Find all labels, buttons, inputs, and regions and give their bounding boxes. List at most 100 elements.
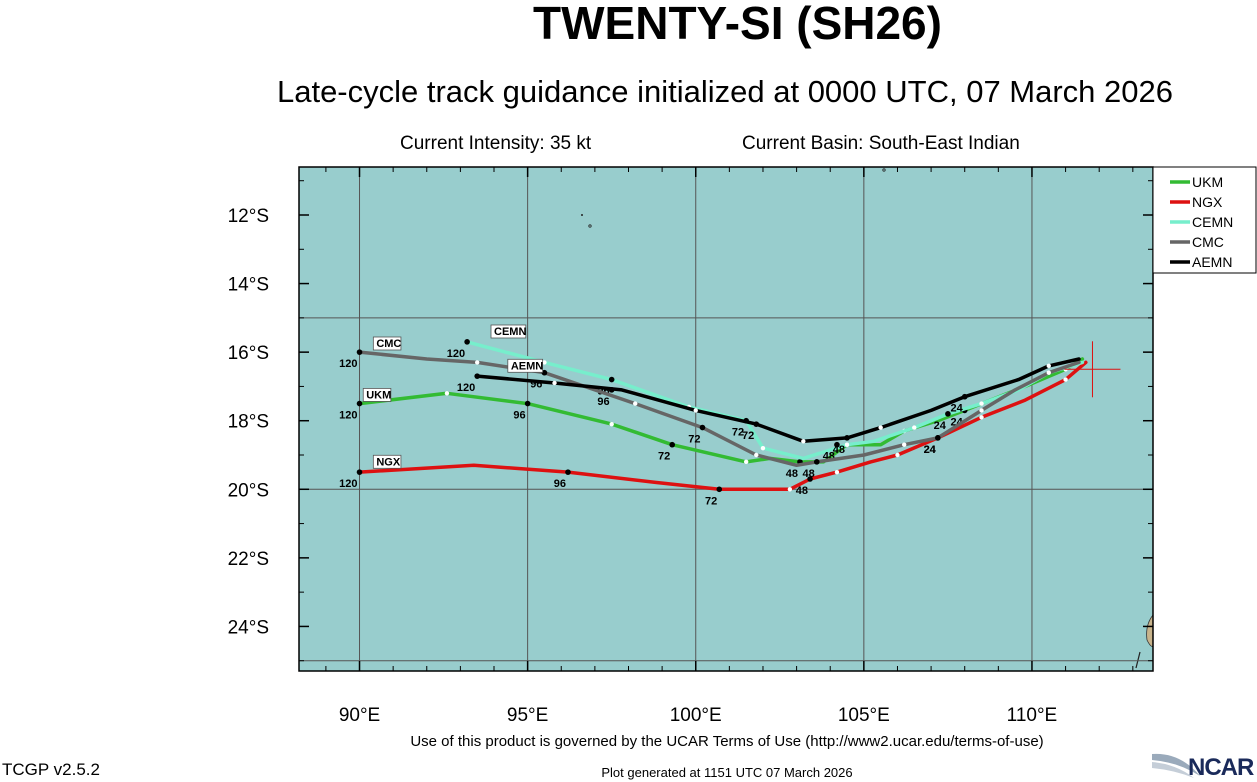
x-tick-label: 110°E (1007, 705, 1058, 726)
track-point-cmc (1046, 370, 1051, 375)
legend-label-ukm: UKM (1192, 174, 1223, 190)
y-tick-label: 14°S (228, 275, 269, 296)
track-point-ngx (895, 452, 900, 458)
forecast-hour-dot (935, 435, 941, 441)
forecast-hour-label: 48 (833, 444, 845, 456)
track-point-cmc (979, 408, 984, 413)
track-point-ngx (979, 415, 984, 420)
island-dot (882, 168, 886, 172)
forecast-hour-dot (716, 486, 723, 493)
forecast-hour-dot (669, 441, 676, 448)
track-point-ngx (1063, 377, 1068, 382)
ncar-logo: NCAR (1150, 750, 1257, 781)
y-tick-label: 24°S (228, 617, 269, 638)
track-end-label: UKM (366, 389, 391, 401)
forecast-hour-label: 72 (658, 451, 670, 463)
forecast-hour-dot (945, 411, 951, 417)
legend-label-aemn: AEMN (1192, 254, 1232, 270)
forecast-hour-dot (699, 424, 706, 431)
track-point-cmc (901, 442, 907, 447)
forecast-hour-dot (961, 393, 968, 400)
track-end-label: AEMN (511, 360, 543, 372)
track-end-label-box (507, 358, 544, 373)
plot-area: 24 48 72 96 120 UKM 24 48 72 96 120 NGX 24 48 72 96 120 C… (228, 166, 1154, 726)
forecast-hour-label: 24 (950, 403, 963, 415)
track-map: 24 48 72 96 120 UKM 24 48 72 96 120 NGX 24 48 72 96 120 C… (228, 166, 1257, 726)
track-point-cemn (979, 401, 984, 406)
track-point-cemn (844, 442, 850, 447)
forecast-hour-dot (356, 400, 363, 407)
forecast-hour-dot (356, 349, 363, 355)
forecast-hour-label: 24 (924, 444, 937, 456)
map-frame (298, 166, 1154, 672)
forecast-hour-label: 96 (554, 478, 566, 490)
current-basin: Current Basin: South-East Indian (742, 133, 1020, 154)
track-end-label: CEMN (494, 326, 526, 338)
track-line-ngx (357, 360, 1088, 492)
track-point-cemn (760, 445, 766, 451)
track-point-ukm (743, 459, 749, 465)
forecast-hour-label: 48 (796, 485, 808, 497)
y-tick-label: 20°S (228, 480, 269, 501)
track-point-aemn (552, 380, 557, 386)
track-end-label-box (362, 388, 392, 402)
forecast-hour-label: 96 (597, 396, 609, 408)
island-dot (588, 224, 592, 228)
track-point-aemn (1046, 363, 1051, 369)
y-tick-label: 16°S (228, 343, 269, 364)
legend: UKM NGX CEMN CMC AEMN (1152, 166, 1257, 274)
track-point-ngx (787, 487, 793, 492)
ncar-swoosh-icon (1152, 753, 1200, 778)
x-tick-label: 105°E (838, 705, 890, 726)
legend-label-cmc: CMC (1192, 234, 1224, 250)
forecast-hour-label: 120 (339, 358, 357, 370)
track-end-label-box (490, 324, 527, 339)
ncar-logo-text: NCAR (1188, 754, 1254, 781)
track-point-aemn (878, 425, 883, 430)
legend-box (1152, 166, 1257, 274)
forecast-hour-label: 24 (924, 444, 937, 456)
forecast-hour-label: 48 (803, 468, 815, 480)
forecast-hour-label: 48 (786, 468, 798, 480)
forecast-hour-label: 24 (934, 420, 947, 432)
terms-of-use: Use of this product is governed by the U… (410, 733, 1044, 750)
legend-label-cemn: CEMN (1192, 214, 1233, 230)
track-point-ukm (444, 391, 450, 396)
forecast-hour-dot (834, 441, 840, 448)
forecast-hour-label: 72 (742, 430, 754, 442)
track-point-cmc (474, 360, 480, 365)
forecast-hour-dot (844, 435, 850, 441)
track-end-label-box (372, 454, 402, 469)
forecast-hour-dot (474, 373, 480, 379)
forecast-hour-label: 120 (339, 410, 357, 422)
track-end-label: CMC (376, 338, 401, 350)
forecast-hour-dot (541, 369, 548, 376)
forecast-hour-dot (813, 459, 820, 465)
track-point-cmc (754, 452, 759, 458)
track-point-cmc (633, 401, 638, 406)
forecast-hour-dot (608, 376, 615, 383)
forecast-hour-label: 72 (732, 427, 744, 439)
track-point-cemn (542, 360, 547, 365)
land-coastline (1135, 651, 1141, 669)
track-point-aemn (693, 408, 698, 413)
x-tick-label: 90°E (339, 705, 380, 726)
forecast-hour-dot (356, 469, 363, 475)
track-point-cemn (912, 425, 917, 430)
generated-timestamp: Plot generated at 1151 UTC 07 March 2026 (601, 765, 853, 780)
forecast-hour-label: 120 (447, 348, 465, 360)
legend-label-ngx: NGX (1192, 194, 1223, 210)
forecast-hour-label: 120 (457, 382, 475, 394)
track-point-ngx (834, 469, 840, 475)
track-point-ukm (609, 421, 614, 427)
version-label: TCGP v2.5.2 (2, 760, 100, 779)
forecast-hour-dot (608, 387, 615, 393)
y-tick-label: 22°S (228, 549, 269, 570)
forecast-hour-dot (524, 400, 531, 407)
track-end-label-box (372, 336, 402, 351)
x-tick-label: 100°E (670, 705, 722, 726)
forecast-hour-dot (565, 469, 571, 475)
forecast-hour-label: 120 (339, 478, 357, 490)
current-intensity: Current Intensity: 35 kt (400, 133, 592, 154)
x-tick-label: 95°E (507, 705, 548, 726)
